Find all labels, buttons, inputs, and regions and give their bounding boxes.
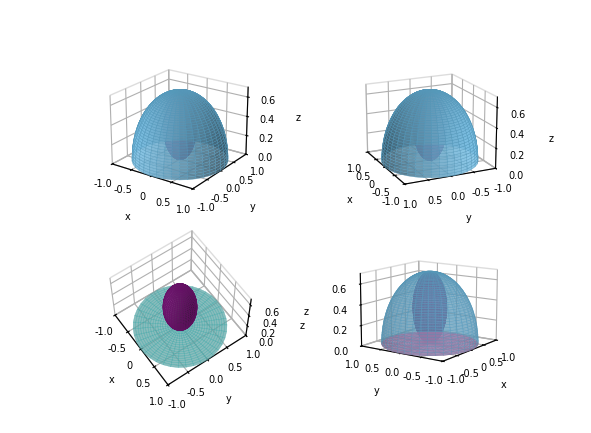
Y-axis label: y: y [226,394,231,404]
Y-axis label: y: y [250,202,256,212]
X-axis label: x: x [109,375,115,385]
X-axis label: x: x [347,195,353,205]
Y-axis label: y: y [374,387,379,397]
Y-axis label: y: y [466,213,472,223]
X-axis label: x: x [125,212,131,222]
X-axis label: x: x [501,380,506,390]
